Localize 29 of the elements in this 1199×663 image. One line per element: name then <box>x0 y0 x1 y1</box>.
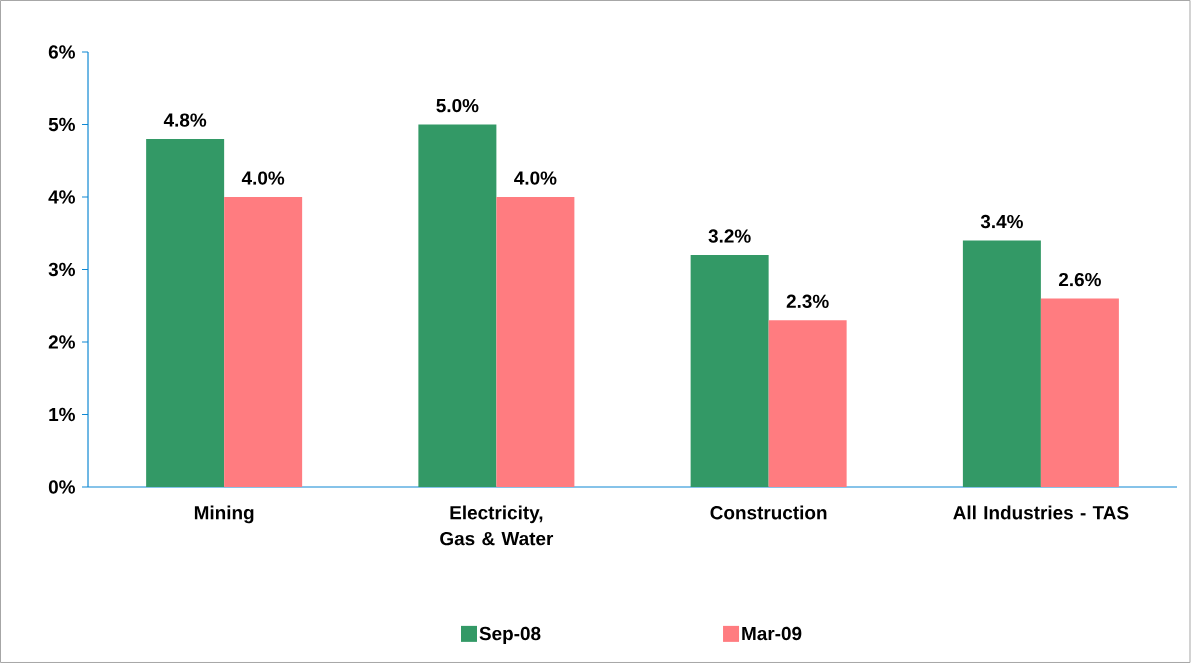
y-tick-label: 1% <box>49 407 75 422</box>
y-tick-label: 4% <box>48 190 75 204</box>
bar <box>962 240 1041 487</box>
data-label: 2.3% <box>786 294 829 309</box>
x-tick-label: Construction <box>710 505 827 520</box>
bar <box>146 138 225 487</box>
legend-label: Mar-09 <box>742 626 802 641</box>
bar <box>768 320 847 487</box>
data-label: 4.8% <box>163 113 207 127</box>
x-tick-label: Mining <box>194 505 254 524</box>
bar <box>224 196 303 487</box>
data-label: 4.0% <box>241 171 285 185</box>
legend-label: Sep-08 <box>479 626 541 644</box>
data-label: 2.6% <box>1058 272 1101 287</box>
bar <box>496 196 575 487</box>
data-label: 3.2% <box>708 229 751 243</box>
y-tick-label: 5% <box>48 117 75 132</box>
y-tick-label: 0% <box>48 480 75 494</box>
y-tick-label: 3% <box>48 262 75 277</box>
data-label: 5.0% <box>436 98 479 113</box>
y-tick-label: 2% <box>48 335 75 349</box>
x-tick-label: All Industries - TAS <box>953 505 1129 520</box>
x-tick-label: Electricity, Gas & Water <box>440 505 554 546</box>
y-tick-label: 6% <box>48 45 75 59</box>
data-label: 3.4% <box>980 214 1023 229</box>
bar <box>690 254 769 487</box>
bar <box>1040 298 1119 487</box>
bar <box>418 124 497 487</box>
data-label: 4.0% <box>514 171 557 185</box>
